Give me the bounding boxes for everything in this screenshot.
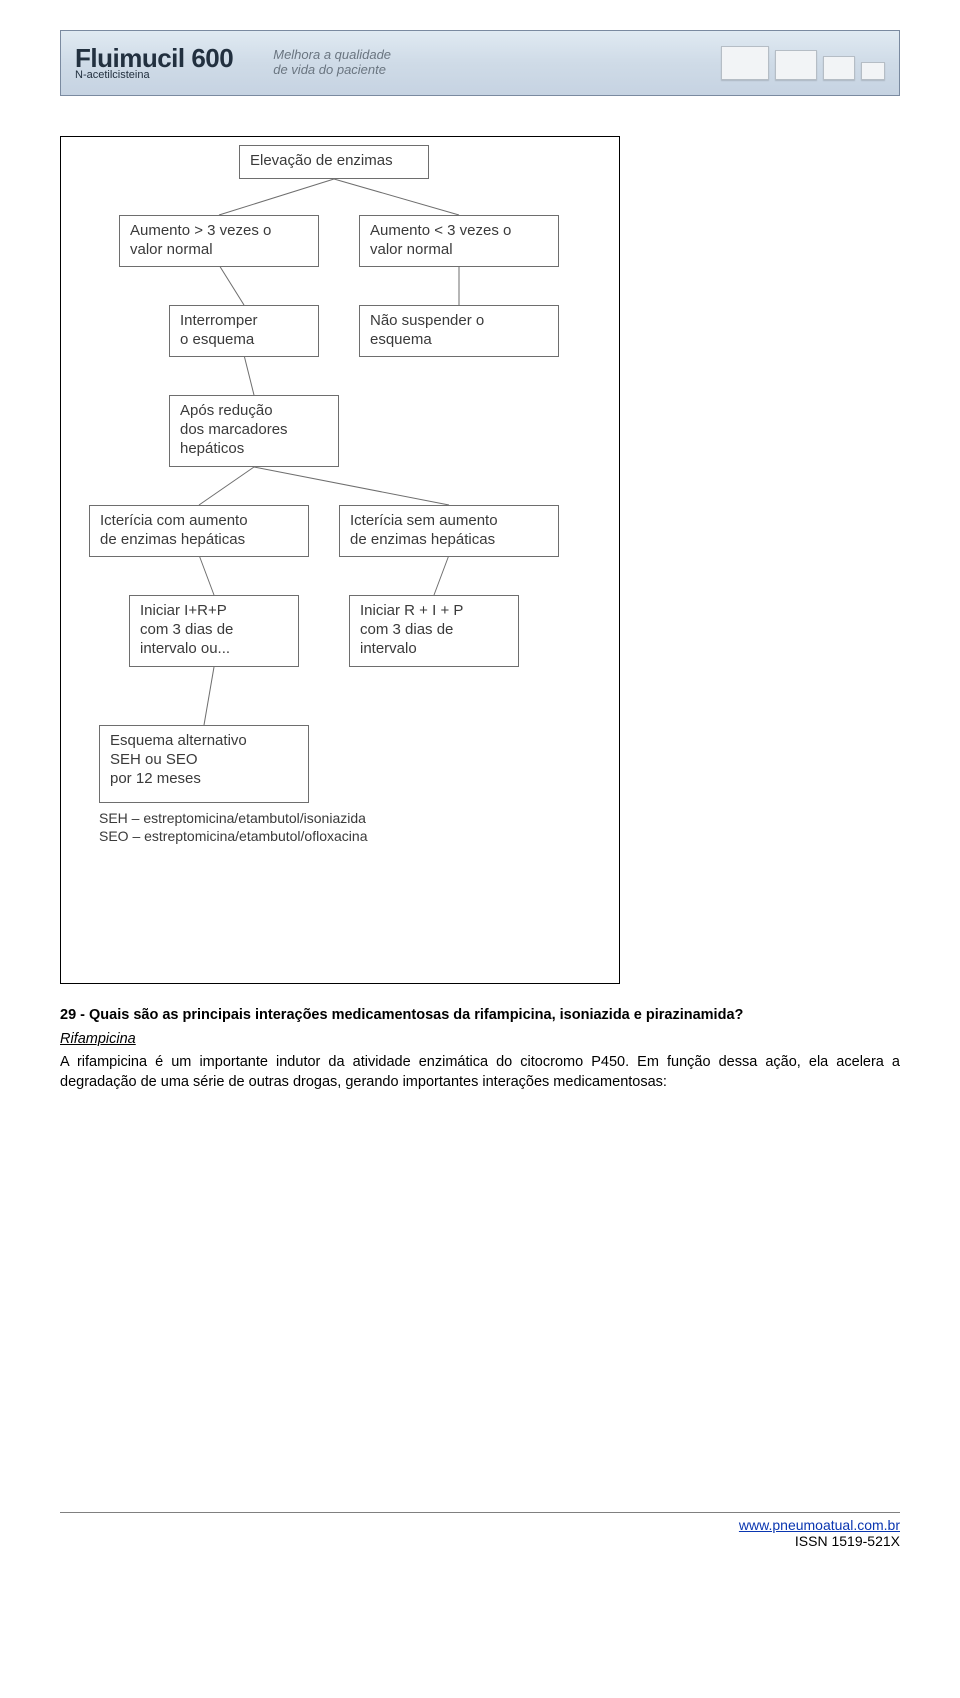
brand-name: Fluimucil 600 [75, 45, 233, 72]
flowchart-node: Icterícia com aumentode enzimas hepática… [89, 505, 309, 557]
page: Fluimucil 600 N-acetilcisteina Melhora a… [0, 0, 960, 1589]
package-icon [823, 56, 855, 80]
flowchart-legend: SEH – estreptomicina/etambutol/isoniazid… [99, 810, 367, 845]
flowchart-node: Esquema alternativoSEH ou SEOpor 12 mese… [99, 725, 309, 803]
product-pack-icon [721, 46, 885, 80]
tagline-line2: de vida do paciente [273, 63, 391, 78]
flowchart: SEH – estreptomicina/etambutol/isoniazid… [69, 145, 611, 965]
drug-term: Rifampicina [60, 1031, 136, 1047]
ad-banner: Fluimucil 600 N-acetilcisteina Melhora a… [60, 30, 900, 96]
body-text: 29 - Quais são as principais interações … [60, 1006, 900, 1092]
brand-subtitle: N-acetilcisteina [75, 70, 233, 82]
flowchart-node: Iniciar R + I + Pcom 3 dias deintervalo [349, 595, 519, 667]
flowchart-node: Após reduçãodos marcadoreshepáticos [169, 395, 339, 467]
package-icon [775, 50, 817, 80]
flowchart-container: SEH – estreptomicina/etambutol/isoniazid… [60, 136, 620, 984]
legend-line: SEO – estreptomicina/etambutol/ofloxacin… [99, 828, 367, 844]
paragraph-text: A rifampicina é um importante indutor da… [60, 1053, 900, 1092]
footer-issn: ISSN 1519-521X [795, 1533, 900, 1549]
flowchart-node: Iniciar I+R+Pcom 3 dias deintervalo ou..… [129, 595, 299, 667]
flowchart-node: Elevação de enzimas [239, 145, 429, 179]
page-footer: www.pneumoatual.com.br ISSN 1519-521X [60, 1512, 900, 1549]
footer-link[interactable]: www.pneumoatual.com.br [739, 1517, 900, 1533]
flowchart-node: Icterícia sem aumentode enzimas hepática… [339, 505, 559, 557]
legend-line: SEH – estreptomicina/etambutol/isoniazid… [99, 810, 366, 826]
brand-tagline: Melhora a qualidade de vida do paciente [273, 48, 391, 78]
flowchart-node: Interrompero esquema [169, 305, 319, 357]
package-icon [721, 46, 769, 80]
question-heading: 29 - Quais são as principais interações … [60, 1006, 900, 1026]
brand-block: Fluimucil 600 N-acetilcisteina [75, 45, 233, 82]
package-icon [861, 62, 885, 80]
flowchart-node: Aumento < 3 vezes ovalor normal [359, 215, 559, 267]
tagline-line1: Melhora a qualidade [273, 48, 391, 63]
flowchart-node: Aumento > 3 vezes ovalor normal [119, 215, 319, 267]
flowchart-node: Não suspender oesquema [359, 305, 559, 357]
